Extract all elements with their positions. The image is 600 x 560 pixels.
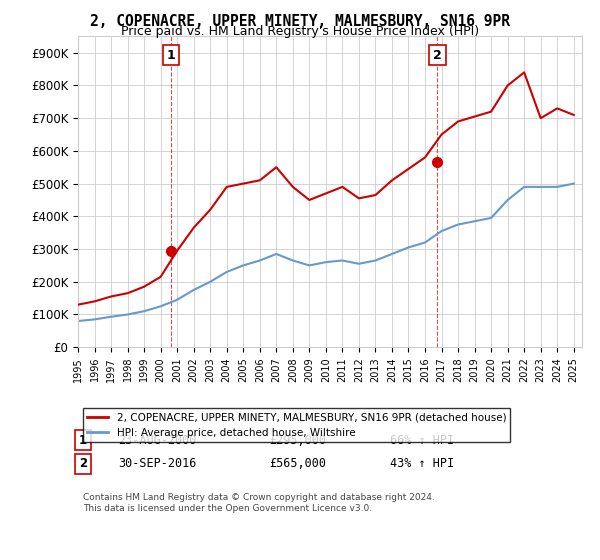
- Text: Contains HM Land Registry data © Crown copyright and database right 2024.
This d: Contains HM Land Registry data © Crown c…: [83, 493, 435, 512]
- Text: £295,000: £295,000: [269, 434, 326, 447]
- Text: 23-AUG-2000: 23-AUG-2000: [118, 434, 197, 447]
- Text: 2: 2: [433, 49, 442, 62]
- Text: Price paid vs. HM Land Registry's House Price Index (HPI): Price paid vs. HM Land Registry's House …: [121, 25, 479, 38]
- Text: 43% ↑ HPI: 43% ↑ HPI: [391, 458, 455, 470]
- Text: 2: 2: [79, 458, 87, 470]
- Text: 2, COPENACRE, UPPER MINETY, MALMESBURY, SN16 9PR: 2, COPENACRE, UPPER MINETY, MALMESBURY, …: [90, 14, 510, 29]
- Text: 30-SEP-2016: 30-SEP-2016: [118, 458, 197, 470]
- Legend: 2, COPENACRE, UPPER MINETY, MALMESBURY, SN16 9PR (detached house), HPI: Average : 2, COPENACRE, UPPER MINETY, MALMESBURY, …: [83, 408, 511, 442]
- Text: 1: 1: [79, 434, 87, 447]
- Text: 66% ↑ HPI: 66% ↑ HPI: [391, 434, 455, 447]
- Text: 1: 1: [167, 49, 176, 62]
- Text: £565,000: £565,000: [269, 458, 326, 470]
